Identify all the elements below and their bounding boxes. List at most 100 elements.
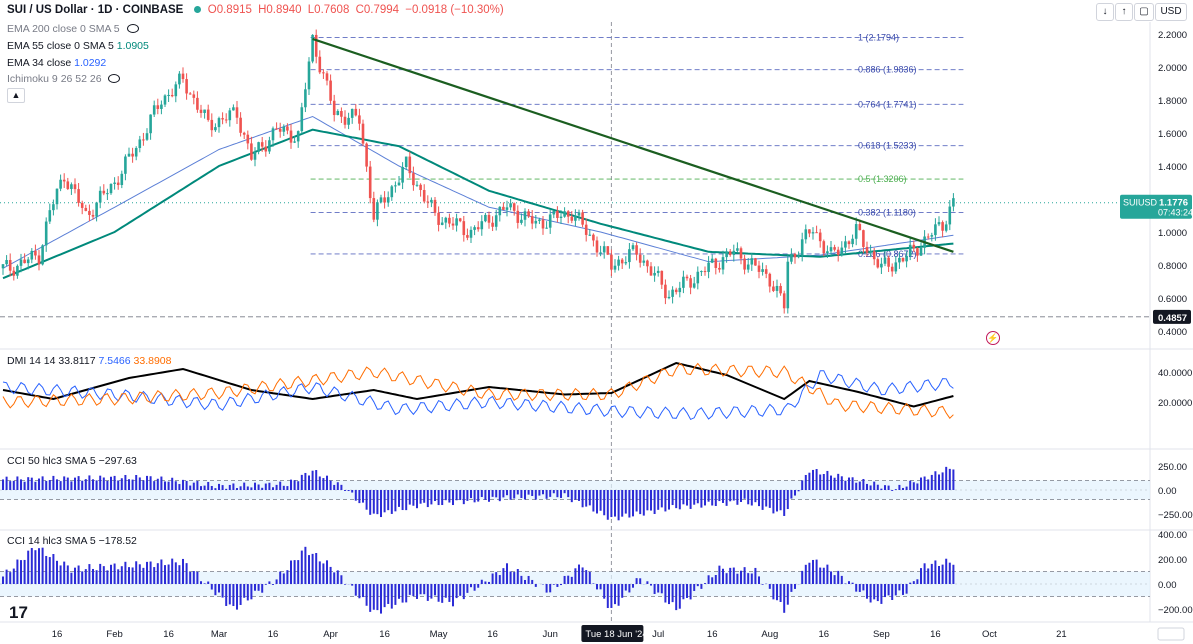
cci50-bar: [113, 475, 116, 490]
downtrend-line: [312, 37, 954, 253]
cci50-bar: [934, 471, 937, 490]
candle-body: [808, 229, 811, 234]
cci14-bar: [653, 584, 656, 594]
candle-body: [235, 107, 239, 118]
cci14-bar: [329, 566, 332, 584]
candle-body: [264, 146, 268, 152]
cci14-bar: [326, 560, 328, 584]
candle-body: [376, 202, 379, 220]
cci50-bar: [905, 486, 908, 490]
candle-body: [59, 179, 62, 189]
time-axis-tick-label: Apr: [323, 629, 338, 640]
cci14-bar: [243, 584, 246, 598]
cci14-bar: [747, 573, 750, 584]
cci14-bar: [56, 560, 58, 584]
cci50-bar: [930, 474, 933, 490]
scroll-up-arrow-icon[interactable]: ↑: [1115, 3, 1133, 21]
cci14-bar: [315, 552, 318, 584]
candle-body: [649, 266, 653, 276]
cci14-bar: [743, 567, 746, 584]
cci14-bar: [934, 560, 937, 584]
cci14-bar: [488, 581, 490, 584]
cci50-bar: [927, 479, 930, 490]
cci50-bar: [581, 490, 584, 508]
cci14-bar: [66, 565, 69, 584]
cci14-bar: [815, 559, 818, 584]
candle-body: [181, 73, 185, 80]
candle-body: [224, 119, 228, 121]
ema200-legend[interactable]: EMA 200 close 0 SMA 5: [7, 23, 139, 35]
candle-body: [73, 184, 77, 190]
cci14-bar: [657, 584, 660, 593]
collapse-legend-chevron-up-icon[interactable]: ▲: [7, 88, 25, 103]
cci50-bar: [729, 490, 732, 502]
candle-body: [912, 244, 916, 249]
candle-body: [340, 111, 343, 117]
candle-body: [905, 255, 908, 262]
cci50-bar: [480, 490, 483, 498]
cci14-axis-tick-label: −200.00: [1158, 605, 1193, 616]
candle-body: [660, 270, 664, 285]
ema34-legend[interactable]: EMA 34 close 1.0292: [7, 57, 106, 69]
cci50-axis-tick-label: 250.00: [1158, 462, 1187, 473]
cci50-bar: [106, 480, 109, 490]
candle-body: [174, 84, 178, 97]
ichimoku-legend[interactable]: Ichimoku 9 26 52 26: [7, 73, 121, 85]
cci14-label: CCI 14 hlc3 SMA 5: [7, 535, 96, 547]
cci50-bar: [866, 483, 868, 490]
cci14-bar: [473, 584, 476, 591]
candle-body: [102, 190, 106, 194]
cci50-legend[interactable]: CCI 50 hlc3 SMA 5 −297.63: [7, 455, 137, 467]
cci50-bar: [794, 490, 796, 496]
cci50-bar: [588, 490, 591, 506]
events-lightning-icon[interactable]: ⚡: [986, 331, 1000, 345]
cci14-bar: [887, 584, 890, 596]
tradingview-logo-icon[interactable]: 17: [9, 603, 28, 622]
cci14-bar: [632, 584, 634, 588]
candle-body: [530, 216, 534, 224]
candle-body: [822, 241, 826, 254]
cci50-bar: [876, 484, 879, 490]
cci50-bar: [408, 490, 411, 505]
candle-body: [156, 105, 160, 109]
candle-body: [588, 234, 592, 236]
cci14-bar: [210, 584, 213, 590]
cci14-bar: [416, 584, 418, 599]
scroll-down-arrow-icon[interactable]: ↓: [1096, 3, 1114, 21]
ema55-legend[interactable]: EMA 55 close 0 SMA 5 1.0905: [7, 40, 149, 52]
cci50-bar: [473, 490, 476, 503]
maximize-square-icon[interactable]: ▢: [1134, 3, 1154, 21]
candle-body: [761, 269, 764, 272]
cci50-bar: [722, 490, 724, 503]
cci50-bar: [426, 490, 429, 508]
cci50-bar: [495, 490, 498, 498]
time-axis-tick-label: Aug: [761, 629, 778, 640]
cci14-legend[interactable]: CCI 14 hlc3 SMA 5 −178.52: [7, 535, 137, 547]
candle-body: [574, 215, 577, 221]
cci14-bar: [41, 547, 44, 584]
candle-body: [145, 133, 149, 140]
hidden-eye-icon[interactable]: [126, 24, 139, 33]
cci14-bar: [596, 584, 598, 590]
currency-selector[interactable]: USD: [1155, 3, 1187, 21]
cci14-bar: [311, 553, 314, 584]
hidden-eye-icon[interactable]: [108, 74, 121, 83]
dmi-legend[interactable]: DMI 14 14 33.8117 7.5466 33.8908: [7, 355, 172, 367]
cci50-bar: [887, 485, 890, 490]
cci50-bar: [66, 477, 69, 490]
symbol-title[interactable]: SUI / US Dollar · 1D · COINBASE: [7, 4, 184, 16]
candle-body: [250, 143, 253, 160]
candle-body: [674, 289, 678, 293]
cci14-bar: [837, 570, 840, 584]
cci50-bar: [754, 490, 757, 503]
cci50-bar: [430, 490, 433, 505]
candle-body: [350, 108, 354, 118]
cci50-bar: [365, 490, 368, 510]
cci14-bar: [588, 571, 591, 584]
cci50-bar: [837, 473, 840, 490]
cci14-bar: [110, 564, 112, 584]
cci50-bar: [63, 476, 66, 490]
cci14-bar: [822, 567, 825, 584]
cci50-bar: [174, 481, 177, 490]
